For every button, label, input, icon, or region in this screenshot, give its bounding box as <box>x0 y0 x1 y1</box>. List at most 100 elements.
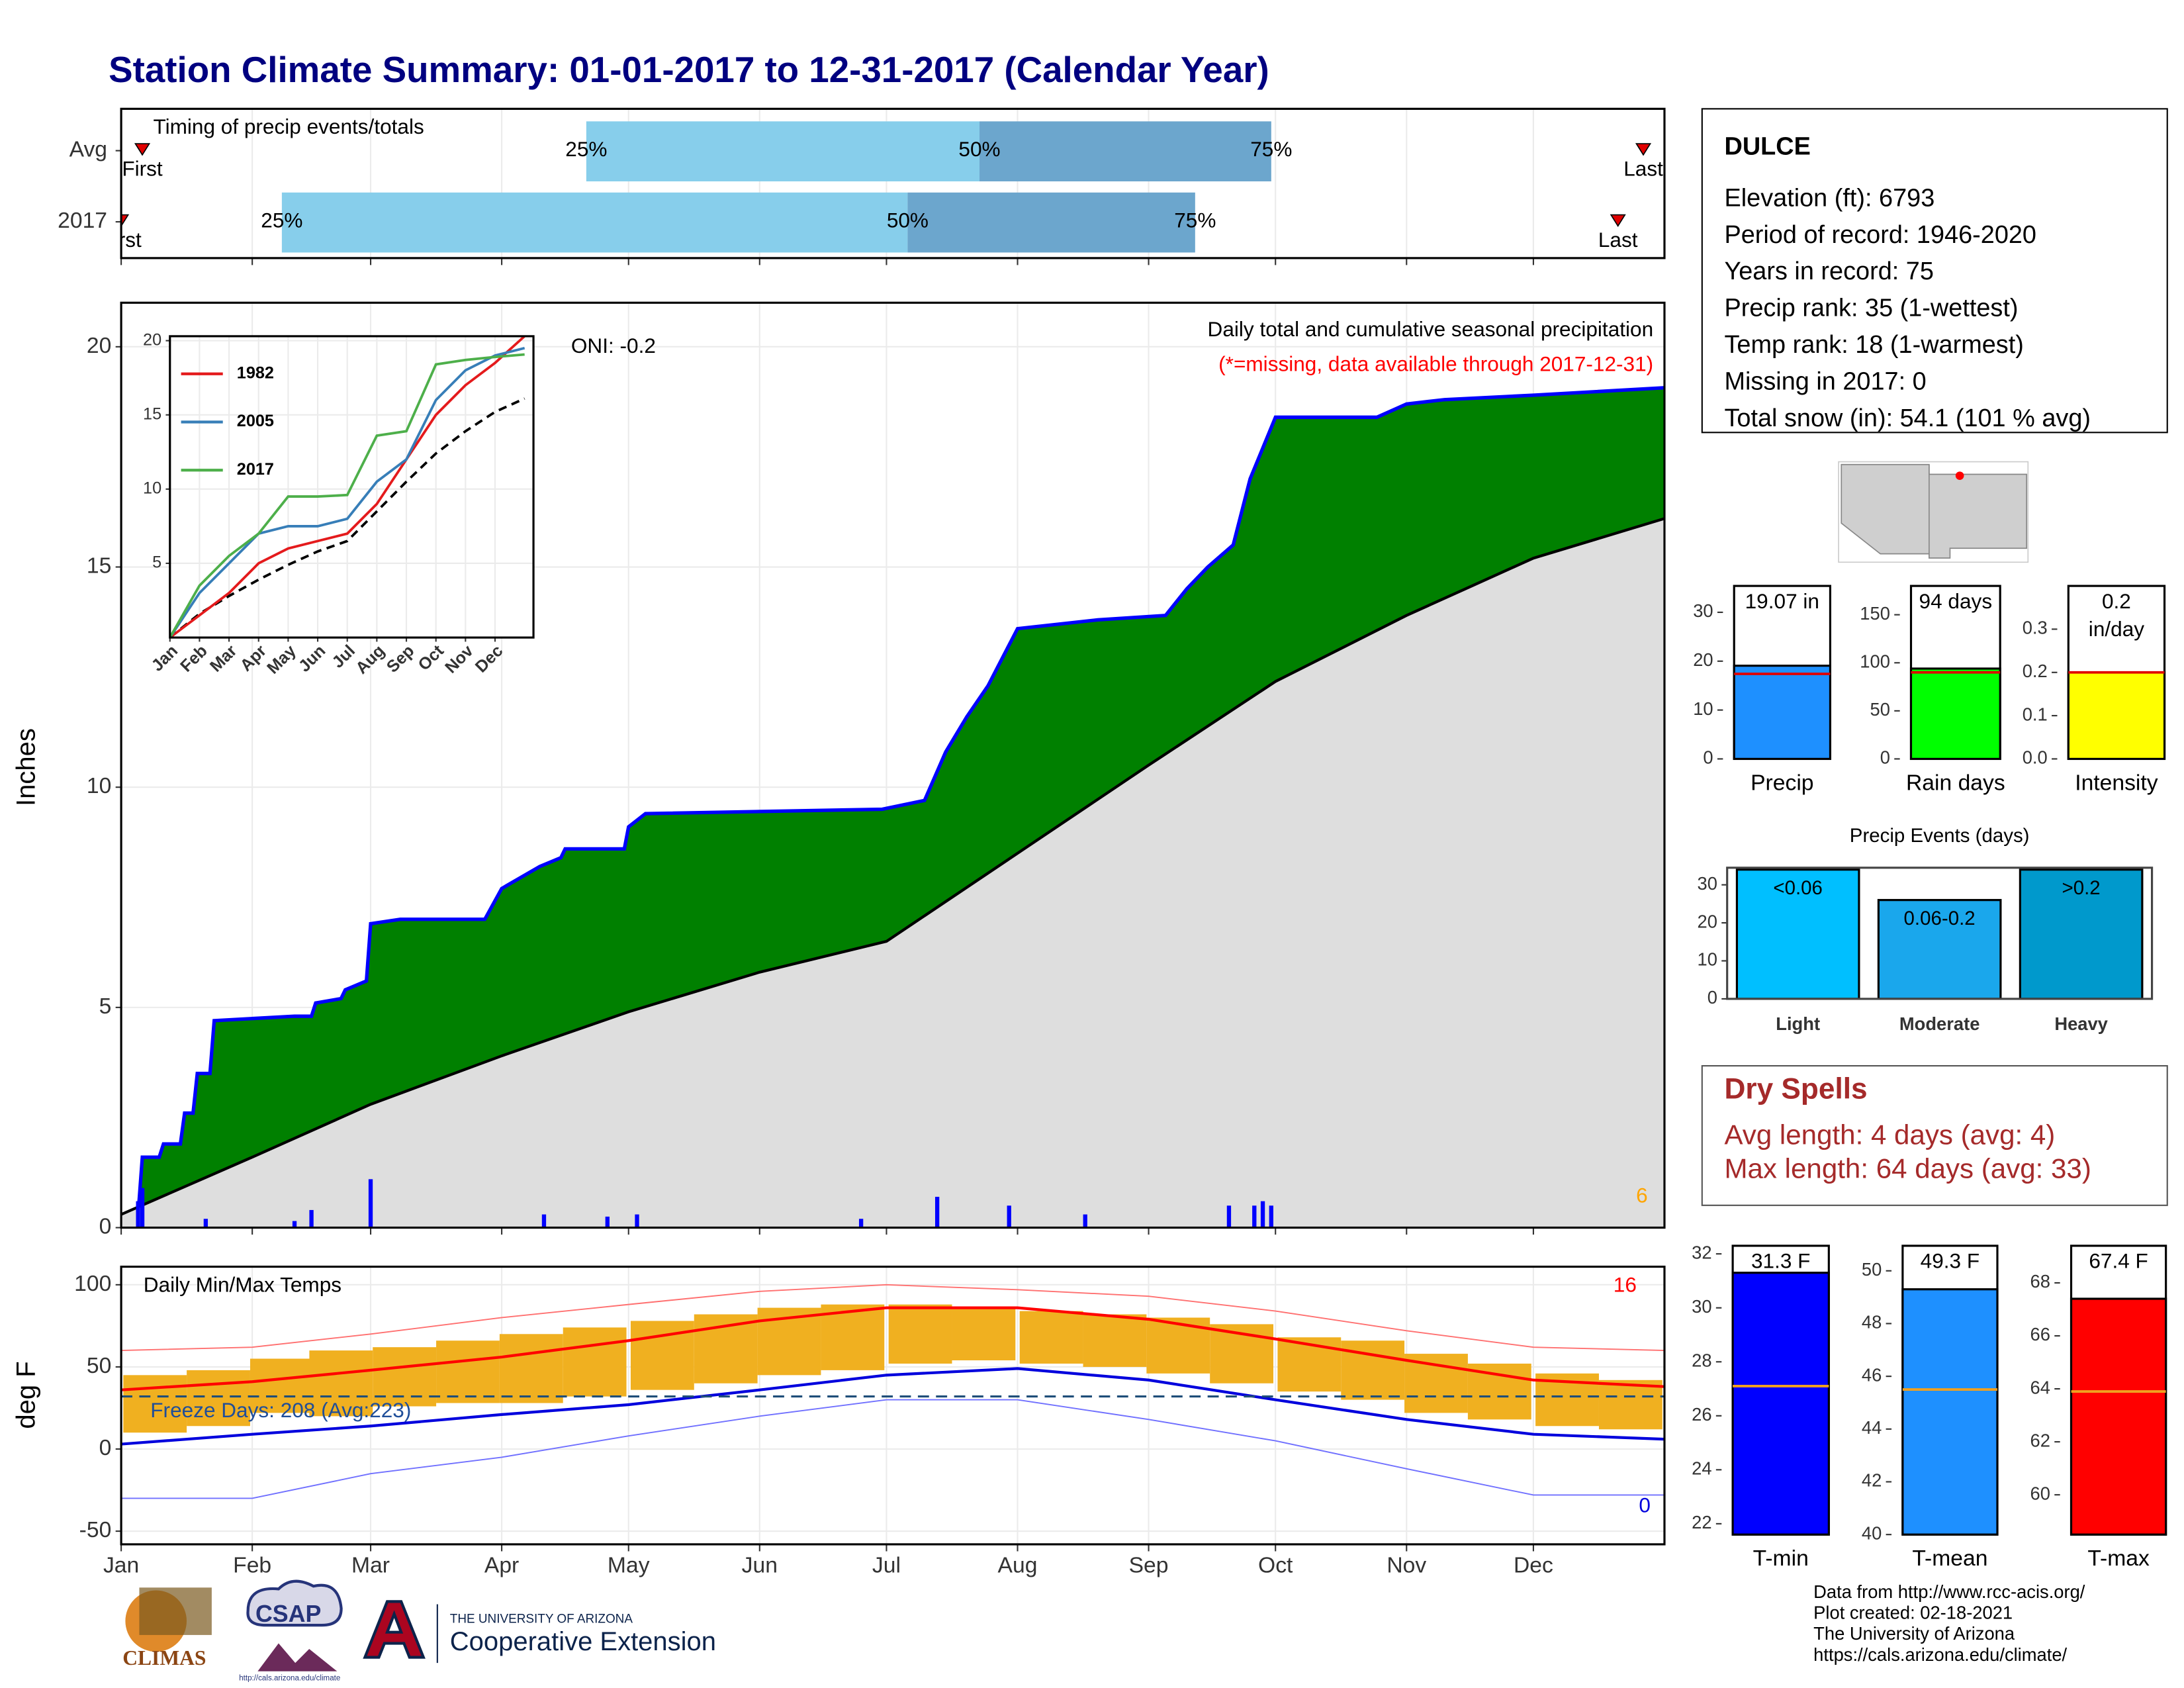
temp-range-bar <box>1598 1380 1662 1430</box>
y-tick-label: 150 <box>1860 603 1890 624</box>
daily-precip-bar <box>203 1219 208 1228</box>
y-tick-label: Avg <box>69 137 107 162</box>
event-marker <box>121 214 130 227</box>
dry-spell-line: Max length: 64 days (avg: 33) <box>1724 1152 2091 1184</box>
y-tick-label: 68 <box>2030 1271 2050 1291</box>
info-line: Period of record: 1946-2020 <box>1724 221 2036 249</box>
y-tick-label: 44 <box>1862 1417 1882 1438</box>
y-tick-label: 0.1 <box>2023 704 2048 724</box>
y-axis-label: Inches <box>12 728 41 806</box>
daily-precip-bar <box>309 1209 314 1228</box>
y-tick-label: 5 <box>152 553 161 572</box>
x-tick-label: Aug <box>998 1554 1038 1578</box>
state-shapes <box>1841 463 2028 559</box>
bar <box>1877 899 2002 1000</box>
event-marker <box>1635 143 1652 156</box>
temp-range-bar <box>563 1327 627 1397</box>
temp-range-bar <box>952 1307 1016 1361</box>
y-tick-label: 66 <box>2030 1324 2050 1344</box>
daily-precip-bar <box>136 1201 140 1228</box>
info-line: Temp rank: 18 (1-warmest) <box>1724 331 2023 359</box>
panel-frame <box>120 1265 1666 1546</box>
value-label-box: 0.06-0.2 <box>1904 907 1976 929</box>
y-tick-label: 0.3 <box>2023 618 2048 638</box>
category-label: Moderate <box>1899 1013 1980 1034</box>
temp-range-bar <box>123 1375 187 1433</box>
legend-label: 2017 <box>237 460 274 479</box>
x-tick-label: Apr <box>484 1554 519 1578</box>
daily-precip-bar <box>934 1196 940 1228</box>
daily-precip-bar <box>1007 1205 1011 1228</box>
x-tick-label: Feb <box>233 1554 271 1578</box>
average-line <box>121 517 1664 1216</box>
avg-min-line <box>121 1367 1664 1446</box>
bar <box>2070 1297 2167 1536</box>
category-label: Intensity <box>2075 771 2158 795</box>
y-tick-label: 40 <box>1862 1523 1882 1543</box>
value-label: <0.06 <box>1773 876 1823 899</box>
footer-line: The University of Arizona <box>1813 1623 2015 1644</box>
y-tick-label: 28 <box>1692 1350 1711 1370</box>
panel-frame <box>120 301 1666 1229</box>
temp-range-bar <box>250 1358 314 1413</box>
daily-precip-bar <box>140 1188 145 1228</box>
value-label-box: <0.06 <box>1773 876 1823 899</box>
category-label: T-mean <box>1912 1546 1987 1571</box>
daily-precip-bar <box>368 1179 373 1228</box>
annotation: Freeze Days: 208 (Avg:223) <box>150 1398 411 1422</box>
missing-count: 6 <box>1636 1184 1648 1207</box>
y-tick-label: 30 <box>1692 1296 1711 1317</box>
x-tick-label: Dec <box>1514 1554 1553 1578</box>
y-tick-label: 26 <box>1692 1404 1711 1425</box>
series-line <box>169 335 525 639</box>
station-name: DULCE <box>1724 132 1810 160</box>
y-tick-label: 62 <box>2030 1430 2050 1450</box>
temp-range-bar <box>821 1304 885 1370</box>
y-tick-label: 0.0 <box>2023 747 2048 768</box>
value-label: 67.4 F <box>2089 1250 2148 1274</box>
temp-range-bar <box>1467 1363 1531 1420</box>
daily-precip-bar <box>1252 1205 1257 1228</box>
x-tick-label: Jun <box>742 1554 778 1578</box>
panel-title: Timing of precip events/totals <box>154 115 424 138</box>
y-tick-label: 20 <box>1693 649 1713 670</box>
quantile-label: 25% <box>565 137 607 161</box>
bar <box>1735 868 1860 1000</box>
event-label: Last <box>1623 156 1663 180</box>
info-line: Years in record: 75 <box>1724 258 1933 285</box>
event-label: Last <box>1598 228 1638 252</box>
daily-precip-bar <box>541 1214 547 1228</box>
y-tick-label: 24 <box>1692 1458 1711 1479</box>
legend-label: 2005 <box>237 412 274 430</box>
temp-range-bar <box>309 1350 373 1417</box>
y-tick-label: 100 <box>1860 651 1890 671</box>
quantile-label: 50% <box>887 208 929 232</box>
bar <box>1731 1272 1830 1536</box>
x-tick-label: Jan <box>103 1554 139 1578</box>
series-line <box>169 353 525 639</box>
bar <box>1909 667 2001 761</box>
x-tick-label: Nov <box>1387 1554 1426 1578</box>
temp-range-bar <box>436 1340 500 1403</box>
event-label: First <box>122 156 163 180</box>
quantile-bar <box>907 192 1195 253</box>
temp-range-bar <box>1019 1311 1083 1364</box>
y-tick-label: 0.2 <box>2023 661 2048 681</box>
quantile-bar <box>281 192 908 253</box>
dry-spell-line: Avg length: 4 days (avg: 4) <box>1724 1119 2055 1150</box>
record-low-count: 0 <box>1639 1493 1651 1517</box>
locator-map <box>1838 461 2029 563</box>
value-label: 19.07 in <box>1745 590 1819 614</box>
y-tick-label: 15 <box>87 553 111 578</box>
daily-precip-bar <box>605 1216 610 1228</box>
avg-max-line <box>121 1306 1664 1391</box>
category-label: Light <box>1776 1013 1820 1034</box>
daily-precip-bar <box>1083 1214 1087 1228</box>
y-tick-label: 30 <box>1698 873 1717 894</box>
y-tick-label: 46 <box>1862 1364 1882 1385</box>
csap-text: CSAP <box>255 1601 321 1627</box>
panel-frame <box>169 335 535 639</box>
panel-frame <box>1726 867 2154 1000</box>
panel-title: Daily Min/Max Temps <box>144 1272 341 1296</box>
